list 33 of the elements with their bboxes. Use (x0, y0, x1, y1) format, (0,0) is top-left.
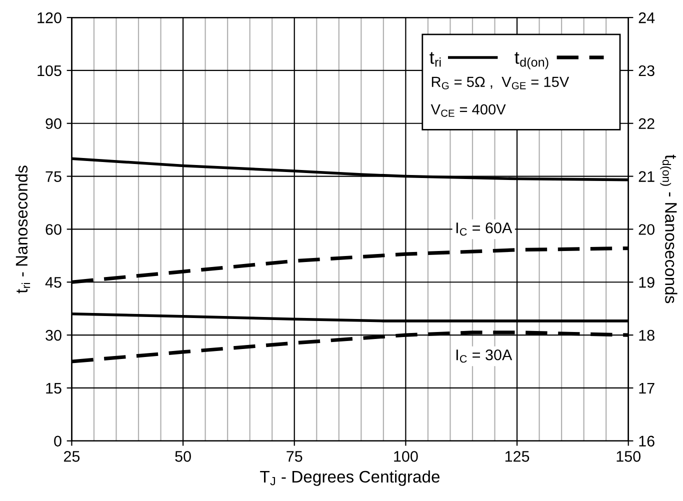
y2-tick-label: 19 (639, 276, 654, 288)
y-tick-label: 15 (46, 382, 62, 394)
y2-tick-label: 24 (638, 12, 655, 24)
y2-tick-label: 22 (638, 118, 654, 129)
annotation: I$_{C}$ = 30A (456, 349, 512, 363)
y-tick-label: 30 (46, 330, 62, 341)
y-tick-label: 45 (45, 277, 62, 288)
y-tick-label: 90 (46, 118, 62, 130)
y2-tick-label: 17 (639, 382, 654, 394)
y-axis-title: t$_{ri}$ - Nanoseconds (15, 166, 30, 294)
legend-label: t$_{d(on)}$ (514, 52, 548, 70)
y-tick-label: 75 (46, 171, 62, 182)
legend-label: t$_{ri}$ (430, 52, 441, 67)
y2-tick-label: 21 (638, 171, 654, 182)
y-tick-label: 0 (54, 436, 62, 447)
annotation: R$_{G}$ = 5Ω , V$_{GE}$ = 15V (432, 76, 570, 90)
y-tick-label: 105 (38, 65, 62, 76)
x-tick-label: 150 (616, 451, 641, 462)
x-tick-label: 50 (175, 451, 191, 462)
y2-tick-label: 20 (638, 224, 654, 235)
y2-tick-label: 16 (639, 436, 654, 447)
x-tick-label: 75 (286, 451, 302, 462)
x-tick-label: 100 (394, 451, 418, 462)
annotation: V$_{CE}$ = 400V (430, 104, 506, 117)
y2-tick-label: 18 (639, 330, 654, 341)
x-tick-label: 25 (64, 451, 80, 462)
y2-tick-label: 23 (638, 65, 654, 76)
x-axis-title: T$_{J}$ - Degrees Centigrade (260, 470, 440, 486)
y-tick-label: 120 (38, 12, 62, 24)
y2-axis-title: t$_{d(on)}$ - Nanoseconds (660, 154, 678, 304)
y-tick-label: 60 (46, 224, 62, 235)
annotation: I$_{C}$ = 60A (456, 222, 512, 236)
x-tick-label: 125 (505, 451, 530, 462)
